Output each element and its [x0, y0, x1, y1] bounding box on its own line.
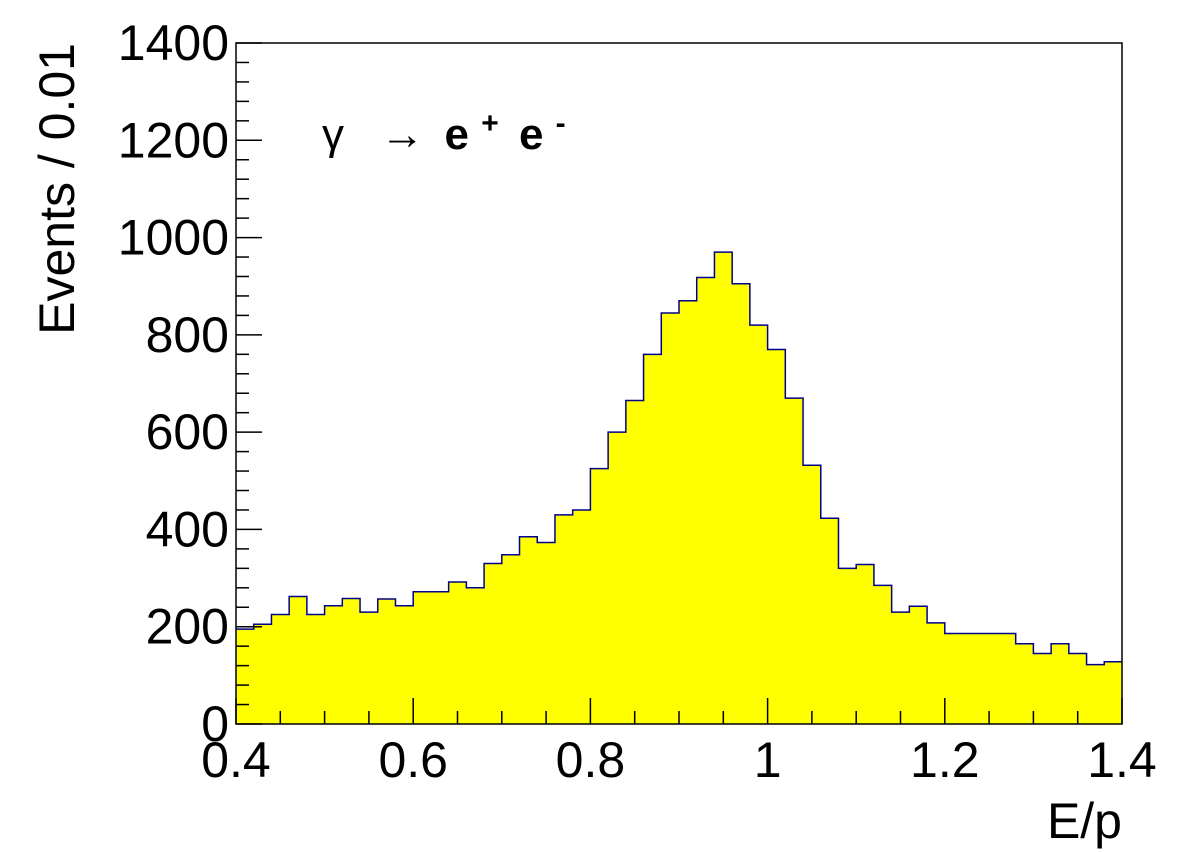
histogram-bin — [430, 591, 450, 724]
histogram-bin — [962, 633, 981, 724]
histogram-bin — [448, 581, 467, 724]
tick-labels: 0.4 0.6 0.8 1 1.2 1.4 0 200 400 600 800 1000 1200 140… — [118, 15, 1157, 788]
histogram-bin — [289, 596, 308, 724]
histogram-bin — [856, 564, 875, 724]
histogram-bin — [732, 283, 751, 724]
histogram-bin — [608, 432, 627, 724]
histogram-bin — [643, 354, 662, 724]
histogram-bin — [838, 568, 857, 724]
histogram-outline — [236, 251, 1122, 666]
histogram-bin — [980, 633, 999, 724]
histogram-bin — [519, 536, 538, 724]
histogram-bin — [1051, 643, 1070, 724]
x-tick-label: 0.8 — [556, 732, 626, 788]
histogram-bin — [501, 554, 521, 724]
gamma-symbol: γ — [322, 110, 344, 159]
histogram-bin — [873, 585, 893, 724]
histogram-bin — [803, 465, 822, 724]
x-tick-label: 0.6 — [378, 732, 448, 788]
y-tick-label: 200 — [146, 599, 229, 655]
annotation-gamma-to-ee: γ → e + e - — [322, 94, 566, 159]
histogram-bars — [236, 251, 1123, 724]
histogram-bin — [625, 400, 645, 724]
histogram-bin — [927, 622, 946, 724]
minus-superscript: - — [556, 107, 566, 140]
y-tick-label: 600 — [146, 404, 229, 460]
histogram-bin — [767, 349, 786, 724]
y-tick-label: 400 — [146, 501, 229, 557]
histogram-bin — [909, 606, 928, 724]
y-tick-label: 1000 — [118, 210, 229, 266]
histogram-bin — [1104, 661, 1123, 724]
electron-minus: e — [519, 110, 543, 159]
histogram-bin — [714, 252, 733, 724]
plus-superscript: + — [481, 107, 499, 140]
histogram-bin — [324, 605, 343, 724]
histogram-bin — [1086, 664, 1105, 724]
y-tick-label: 800 — [146, 307, 229, 363]
histogram-bin — [306, 614, 326, 724]
y-axis-title: Events / 0.01 — [29, 43, 85, 335]
y-tick-label: 1200 — [118, 112, 229, 168]
histogram-bin — [1033, 653, 1052, 724]
histogram-bin — [360, 612, 379, 724]
histogram-bin — [395, 605, 414, 724]
histogram-bin — [820, 518, 840, 724]
electron-plus: e — [444, 110, 468, 159]
histogram-bin — [661, 312, 680, 724]
histogram-bin — [944, 633, 964, 724]
histogram-bin — [997, 633, 1017, 724]
histogram-bin — [891, 612, 910, 724]
histogram-bin — [377, 598, 397, 724]
histogram-bin — [271, 614, 290, 724]
histogram-bin — [696, 277, 716, 724]
histogram-bin — [537, 542, 556, 724]
y-tick-label: 0 — [201, 696, 229, 752]
histogram-bin — [749, 325, 769, 724]
histogram-bin — [785, 398, 804, 724]
y-tick-label: 1400 — [118, 15, 229, 71]
histogram-bin — [679, 300, 698, 724]
axis-ticks — [235, 42, 1123, 725]
histogram-bin — [236, 629, 255, 724]
arrow-symbol: → — [380, 110, 424, 159]
x-tick-label: 1.4 — [1087, 732, 1157, 788]
histogram-bin — [590, 468, 609, 724]
histogram-bin — [1015, 643, 1034, 724]
x-axis-title: E/p — [1047, 793, 1122, 849]
histogram-bin — [484, 563, 503, 724]
histogram-bin — [253, 624, 273, 724]
histogram-bin — [466, 587, 485, 724]
x-tick-label: 1 — [754, 732, 782, 788]
histogram-bin — [413, 591, 432, 724]
x-tick-label: 1.2 — [910, 732, 980, 788]
histogram-bin — [554, 514, 574, 724]
histogram-bin — [1068, 653, 1088, 724]
histogram-bin — [342, 598, 361, 724]
x-tick-label: 0.4 — [201, 732, 271, 788]
histogram-bin — [572, 509, 591, 724]
